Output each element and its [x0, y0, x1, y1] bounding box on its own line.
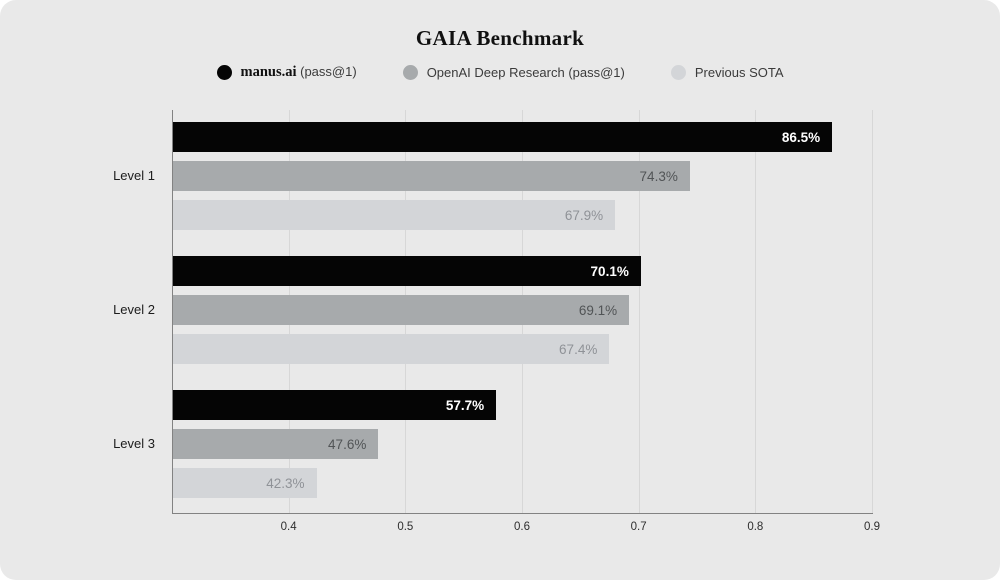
- legend: manus.ai (pass@1) OpenAI Deep Research (p…: [0, 64, 1000, 81]
- bar-value-label: 67.4%: [559, 341, 598, 357]
- category-label: Level 1: [113, 168, 155, 183]
- bar: 86.5%: [173, 122, 833, 152]
- bar-value-label: 86.5%: [781, 129, 821, 145]
- category-label: Level 3: [113, 436, 155, 451]
- plot-area: 86.5% 74.3% 67.9% 70.1% 69.1% 67.4% 57.7% 47.6%…: [172, 110, 873, 514]
- legend-dot-icon: [402, 65, 418, 80]
- bar: 57.7%: [173, 390, 497, 420]
- bar-value-label: 47.6%: [328, 436, 367, 452]
- x-tick-label: 0.4: [280, 521, 297, 533]
- bar-value-label: 74.3%: [639, 168, 678, 184]
- x-tick-label: 0.5: [397, 521, 414, 533]
- gridline: [872, 110, 873, 513]
- legend-dot-icon: [670, 65, 686, 80]
- legend-item-1: OpenAI Deep Research (pass@1): [402, 65, 625, 80]
- bar: 42.3%: [173, 468, 317, 498]
- gridline: [755, 110, 757, 513]
- legend-item-2: Previous SOTA: [670, 65, 784, 80]
- legend-label: OpenAI Deep Research (pass@1): [426, 65, 625, 80]
- gridline: [638, 110, 640, 513]
- legend-label: Previous SOTA: [694, 65, 784, 80]
- x-tick-label: 0.9: [864, 521, 880, 533]
- legend-item-0: manus.ai (pass@1): [216, 64, 357, 81]
- bar: 47.6%: [173, 429, 379, 459]
- bar: 69.1%: [173, 295, 630, 325]
- bar: 67.9%: [173, 200, 616, 230]
- bar-value-label: 57.7%: [445, 397, 485, 413]
- bar: 67.4%: [173, 334, 610, 364]
- bar-value-label: 67.9%: [564, 207, 604, 223]
- bar-value-label: 69.1%: [578, 302, 618, 318]
- legend-label: manus.ai (pass@1): [240, 64, 357, 80]
- category-label: Level 2: [113, 302, 155, 317]
- x-tick-label: 0.6: [514, 521, 530, 533]
- bar-value-label: 70.1%: [590, 263, 629, 279]
- x-tick-label: 0.8: [747, 521, 764, 533]
- bar-value-label: 42.3%: [266, 475, 305, 491]
- chart-title: GAIA Benchmark: [415, 26, 585, 50]
- bar: 74.3%: [173, 161, 690, 191]
- legend-brand: manus.ai: [240, 64, 297, 80]
- bar: 70.1%: [173, 256, 641, 286]
- x-tick-label: 0.7: [630, 521, 647, 533]
- legend-dot-icon: [216, 65, 232, 80]
